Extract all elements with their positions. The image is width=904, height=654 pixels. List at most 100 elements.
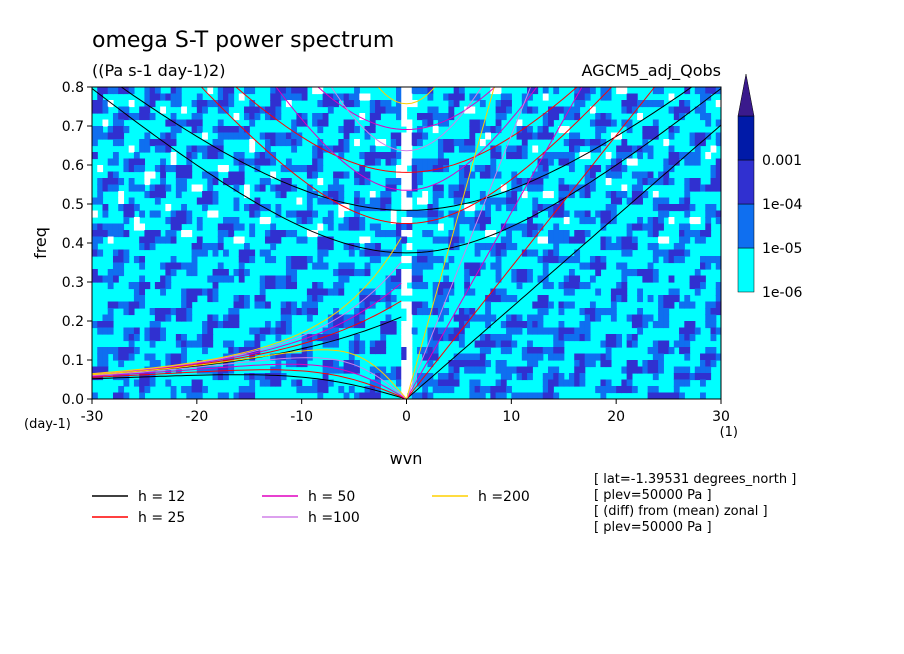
- heatmap-cell: [139, 256, 146, 264]
- heatmap-cell: [149, 87, 156, 95]
- heatmap-cell: [616, 145, 623, 153]
- heatmap-cell: [128, 113, 135, 121]
- heatmap-cell: [406, 197, 413, 205]
- heatmap-cell: [626, 340, 633, 348]
- heatmap-cell: [160, 288, 166, 296]
- heatmap-cell: [610, 243, 617, 251]
- heatmap-cell: [710, 178, 717, 186]
- heatmap-cell: [401, 236, 408, 244]
- heatmap-cell: [579, 93, 586, 101]
- heatmap-cell: [574, 87, 581, 95]
- heatmap-cell: [416, 301, 423, 309]
- heatmap-cell: [196, 360, 203, 368]
- heatmap-cell: [139, 113, 146, 121]
- heatmap-cell: [610, 197, 617, 205]
- heatmap-cell: [333, 327, 339, 335]
- heatmap-cell: [112, 249, 119, 257]
- heatmap-cell: [207, 145, 214, 153]
- heatmap-cell: [443, 139, 450, 147]
- heatmap-cell: [568, 106, 575, 114]
- heatmap-cell: [542, 87, 549, 95]
- heatmap-cell: [553, 223, 560, 231]
- heatmap-cell: [495, 119, 502, 127]
- heatmap-cell: [568, 373, 575, 381]
- heatmap-cell: [92, 366, 98, 374]
- heatmap-cell: [139, 139, 146, 147]
- heatmap-cell: [385, 373, 392, 381]
- heatmap-cell: [291, 87, 298, 95]
- heatmap-cell: [631, 236, 638, 244]
- heatmap-cell: [170, 308, 177, 316]
- heatmap-cell: [196, 100, 203, 108]
- heatmap-cell: [306, 197, 313, 205]
- heatmap-cell: [658, 314, 664, 322]
- heatmap-cell: [359, 321, 366, 329]
- heatmap-cell: [296, 217, 303, 225]
- heatmap-cell: [186, 295, 193, 303]
- heatmap-cell: [301, 340, 308, 348]
- heatmap-cell: [390, 152, 397, 160]
- heatmap-cell: [689, 275, 696, 283]
- heatmap-cell: [112, 132, 119, 140]
- heatmap-cell: [427, 210, 434, 218]
- heatmap-cell: [663, 197, 670, 205]
- heatmap-cell: [710, 184, 717, 192]
- heatmap-cell: [605, 171, 612, 179]
- heatmap-cell: [170, 210, 177, 218]
- heatmap-cell: [668, 392, 675, 399]
- heatmap-cell: [354, 197, 360, 205]
- heatmap-cell: [595, 314, 602, 322]
- heatmap-cell: [548, 282, 554, 290]
- heatmap-cell: [249, 373, 256, 381]
- heatmap-cell: [327, 100, 334, 108]
- heatmap-cell: [637, 197, 643, 205]
- heatmap-cell: [312, 87, 318, 95]
- heatmap-cell: [668, 217, 675, 225]
- heatmap-cell: [401, 171, 408, 179]
- heatmap-cell: [343, 223, 350, 231]
- heatmap-cell: [485, 126, 491, 134]
- heatmap-cell: [123, 308, 130, 316]
- heatmap-cell: [306, 230, 313, 238]
- heatmap-cell: [710, 171, 717, 179]
- heatmap-cell: [327, 334, 334, 342]
- heatmap-cell: [406, 321, 413, 329]
- heatmap-cell: [165, 230, 172, 238]
- heatmap-cell: [97, 353, 104, 361]
- heatmap-cell: [684, 152, 691, 160]
- heatmap-cell: [296, 353, 303, 361]
- heatmap-cell: [354, 340, 360, 348]
- heatmap-cell: [270, 243, 277, 251]
- heatmap-cell: [490, 158, 497, 166]
- heatmap-cell: [359, 197, 366, 205]
- heatmap-cell: [642, 360, 649, 368]
- heatmap-cell: [118, 392, 125, 399]
- heatmap-cell: [306, 204, 313, 212]
- heatmap-cell: [427, 165, 434, 173]
- heatmap-cell: [249, 340, 256, 348]
- heatmap-cell: [291, 184, 298, 192]
- heatmap-cell: [469, 288, 476, 296]
- heatmap-cell: [107, 269, 114, 277]
- heatmap-cell: [673, 158, 680, 166]
- heatmap-cell: [422, 386, 429, 394]
- heatmap-cell: [390, 373, 397, 381]
- heatmap-cell: [128, 347, 135, 355]
- heatmap-cell: [312, 379, 318, 387]
- heatmap-cell: [679, 379, 685, 387]
- heatmap-cell: [128, 145, 135, 153]
- heatmap-cell: [422, 282, 429, 290]
- heatmap-cell: [673, 386, 680, 394]
- heatmap-cell: [244, 243, 250, 251]
- heatmap-cell: [133, 256, 140, 264]
- heatmap-cell: [574, 360, 581, 368]
- heatmap-cell: [401, 113, 408, 121]
- heatmap-cell: [511, 178, 518, 186]
- heatmap-cell: [191, 386, 198, 394]
- heatmap-cell: [542, 158, 549, 166]
- heatmap-cell: [97, 236, 104, 244]
- heatmap-cell: [207, 197, 214, 205]
- heatmap-cell: [537, 223, 544, 231]
- heatmap-cell: [589, 301, 596, 309]
- heatmap-cell: [511, 366, 518, 374]
